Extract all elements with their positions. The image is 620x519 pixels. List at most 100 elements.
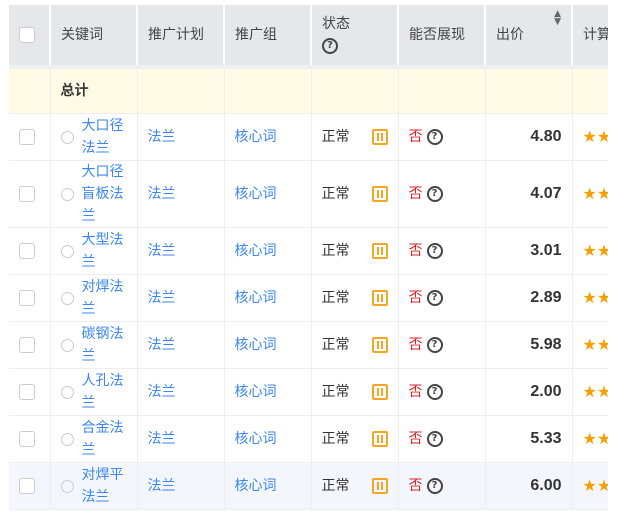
show-cell: 否? [398,160,486,228]
quality-cell: ★★ [572,227,608,275]
group-link[interactable]: 核心词 [234,290,277,306]
status-text: 正常 [321,384,350,400]
status-box: 正常 [322,240,388,262]
row-checkbox[interactable] [19,478,35,494]
keyword-link[interactable]: 合金法兰 [81,420,124,458]
plan-link[interactable]: 法兰 [147,186,176,202]
plan-link[interactable]: 法兰 [147,431,176,447]
group-link[interactable]: 核心词 [234,478,277,494]
price-cell[interactable]: 4.80 [485,113,573,161]
group-link[interactable]: 核心词 [234,337,277,353]
header-price[interactable]: 出价 ▲ ▼ [485,5,573,69]
table-row: 对焊法兰 法兰 核心词 正常 否? 2.89 ★★ [9,274,608,322]
keyword-radio[interactable] [60,479,74,493]
group-link[interactable]: 核心词 [234,186,277,202]
keyword-radio[interactable] [60,338,74,352]
pause-icon[interactable] [371,478,388,494]
plan-link[interactable]: 法兰 [147,384,176,400]
help-icon[interactable]: ? [426,186,443,202]
pause-icon[interactable] [371,431,388,447]
keyword-cell: 碳钢法兰 [50,321,138,369]
row-select-cell [9,462,51,510]
price-cell[interactable]: 3.01 [485,227,573,275]
keyword-radio[interactable] [60,385,74,399]
status-text: 正常 [321,243,350,259]
keyword-radio[interactable] [60,291,74,305]
keyword-table-container: 关键词 推广计划 推广组 状态? 能否展现 出价 ▲▼ 计算质量度 总计 大口径法… [9,5,608,510]
row-checkbox[interactable] [19,186,35,202]
keyword-link[interactable]: 大口径盲板法兰 [81,164,124,224]
help-icon[interactable]: ? [426,243,443,259]
row-checkbox[interactable] [19,384,35,400]
plan-cell: 法兰 [137,415,225,463]
help-icon[interactable]: ? [322,38,338,54]
group-cell: 核心词 [224,227,312,275]
keyword-link[interactable]: 大型法兰 [81,232,124,270]
status-text: 正常 [321,431,350,447]
row-checkbox[interactable] [19,129,35,145]
group-link[interactable]: 核心词 [234,129,277,145]
pause-icon[interactable] [371,129,388,145]
row-select-cell [9,368,51,416]
help-icon[interactable]: ? [426,129,443,145]
help-icon[interactable]: ? [426,290,443,306]
status-cell: 正常 [311,160,399,228]
sort-icon[interactable]: ▲ ▼ [554,9,561,27]
keyword-link[interactable]: 碳钢法兰 [81,326,124,364]
keyword-link[interactable]: 人孔法兰 [81,373,124,411]
keyword-cell: 大口径盲板法兰 [50,160,138,228]
pause-icon[interactable] [371,384,388,400]
plan-link[interactable]: 法兰 [147,337,176,353]
price-cell[interactable]: 5.33 [485,415,573,463]
price-cell[interactable]: 2.00 [485,368,573,416]
quality-cell: ★★ [572,368,608,416]
plan-link[interactable]: 法兰 [147,290,176,306]
group-cell: 核心词 [224,415,312,463]
help-icon[interactable]: ? [426,337,443,353]
price-cell[interactable]: 2.89 [485,274,573,322]
row-checkbox[interactable] [19,243,35,259]
pause-icon[interactable] [371,186,388,202]
plan-link[interactable]: 法兰 [147,243,176,259]
group-link[interactable]: 核心词 [234,243,277,259]
pause-icon[interactable] [371,290,388,306]
show-value: 否 [408,186,423,202]
keyword-cell: 对焊法兰 [50,274,138,322]
star-icon: ★★ [582,334,609,354]
keyword-radio[interactable] [60,244,74,258]
group-cell: 核心词 [224,462,312,510]
help-icon[interactable]: ? [426,384,443,400]
pause-icon[interactable] [371,337,388,353]
quality-cell: ★★ [572,462,608,510]
group-cell: 核心词 [224,368,312,416]
status-cell: 正常 [311,462,399,510]
row-checkbox[interactable] [19,337,35,353]
show-value: 否 [408,243,423,259]
keyword-radio[interactable] [60,187,74,201]
keyword-radio[interactable] [60,130,74,144]
pause-icon[interactable] [371,243,388,259]
table-row: 大口径盲板法兰 法兰 核心词 正常 否? 4.07 ★★ [9,160,608,228]
plan-link[interactable]: 法兰 [147,478,176,494]
help-icon[interactable]: ? [426,431,443,447]
keyword-link[interactable]: 对焊平法兰 [81,467,124,505]
header-status-label: 状态 [322,16,350,32]
group-link[interactable]: 核心词 [234,431,277,447]
show-value: 否 [408,431,423,447]
table-row: 大型法兰 法兰 核心词 正常 否? 3.01 ★★ [9,227,608,275]
select-all-checkbox[interactable] [19,27,35,43]
group-cell: 核心词 [224,160,312,228]
row-checkbox[interactable] [19,431,35,447]
keyword-radio[interactable] [60,432,74,446]
price-cell[interactable]: 6.00 [485,462,573,510]
help-icon[interactable]: ? [426,478,443,494]
keyword-link[interactable]: 对焊法兰 [81,279,124,317]
price-cell[interactable]: 5.98 [485,321,573,369]
group-link[interactable]: 核心词 [234,384,277,400]
star-icon: ★★ [582,126,609,146]
header-keyword: 关键词 [50,5,138,69]
keyword-link[interactable]: 大口径法兰 [81,118,124,156]
price-cell[interactable]: 4.07 [485,160,573,228]
row-checkbox[interactable] [19,290,35,306]
plan-link[interactable]: 法兰 [147,129,176,145]
